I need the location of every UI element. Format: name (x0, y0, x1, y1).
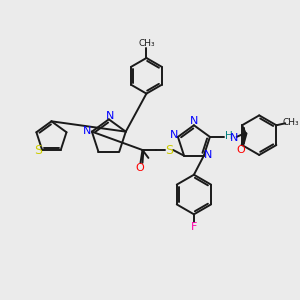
Text: H: H (225, 131, 232, 141)
Text: S: S (34, 144, 42, 158)
Text: N: N (106, 111, 114, 122)
Text: CH₃: CH₃ (138, 39, 155, 48)
Text: N: N (190, 116, 198, 126)
Text: N: N (170, 130, 178, 140)
Text: CH₃: CH₃ (283, 118, 299, 127)
Text: N: N (230, 133, 238, 143)
Text: O: O (135, 163, 144, 173)
Text: F: F (191, 222, 197, 232)
Text: N: N (204, 150, 212, 160)
Text: O: O (236, 145, 245, 155)
Text: S: S (165, 143, 173, 157)
Text: N: N (83, 126, 91, 136)
